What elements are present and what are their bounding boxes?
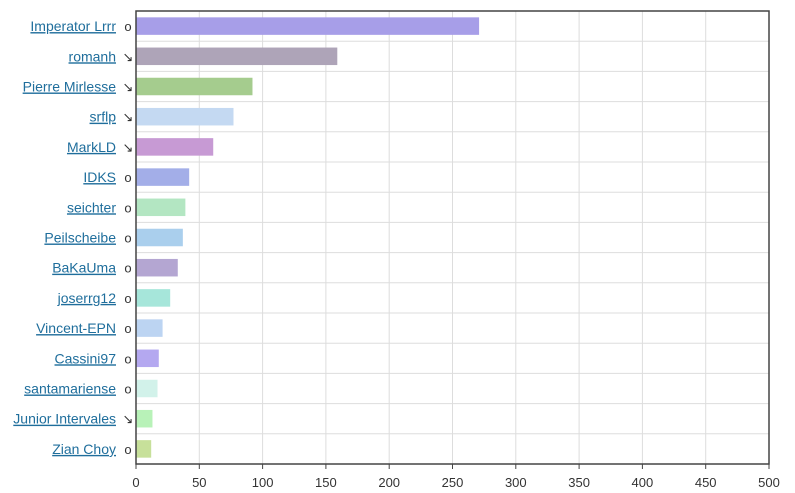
trend-indicator: ↘	[123, 140, 134, 155]
category-label-link[interactable]: Zian Choy	[52, 441, 116, 457]
x-tick-label: 500	[758, 475, 780, 490]
x-tick-label: 0	[132, 475, 139, 490]
bar	[136, 77, 253, 96]
bar	[136, 228, 183, 247]
grid-lines	[135, 11, 770, 464]
bar	[136, 379, 158, 398]
trend-indicator: o	[124, 291, 131, 306]
x-tick-label: 50	[192, 475, 206, 490]
x-tick-label: 150	[315, 475, 337, 490]
trend-indicator: o	[124, 19, 131, 34]
category-label-link[interactable]: santamariense	[24, 381, 116, 397]
category-label-link[interactable]: BaKaUma	[52, 260, 116, 276]
x-tick-label: 450	[695, 475, 717, 490]
trend-indicator: ↘	[123, 110, 134, 125]
category-label-link[interactable]: srflp	[90, 109, 117, 125]
bar	[136, 107, 234, 126]
bar	[136, 409, 153, 428]
trend-indicator: ↘	[123, 49, 134, 64]
bar	[136, 138, 214, 156]
category-label-link[interactable]: Vincent-EPN	[36, 320, 116, 336]
bar	[136, 198, 186, 217]
category-label-link[interactable]: Junior Intervales	[13, 411, 116, 427]
bar	[136, 319, 163, 337]
trend-indicator: o	[124, 261, 131, 276]
x-tick-label: 100	[252, 475, 274, 490]
bar	[136, 349, 159, 368]
category-label-link[interactable]: Imperator Lrrr	[30, 18, 116, 34]
x-tick-label: 350	[568, 475, 590, 490]
trend-indicator: o	[124, 200, 131, 215]
x-tick-label: 200	[378, 475, 400, 490]
category-label-link[interactable]: romanh	[69, 48, 116, 64]
category-label-link[interactable]: Cassini97	[55, 350, 117, 366]
trend-indicator: o	[124, 231, 131, 246]
x-axis-ticks: 0 50 100 150 200 250 300 350 400 450 500	[132, 464, 780, 490]
trend-indicator: o	[124, 321, 131, 336]
x-tick-label: 300	[505, 475, 527, 490]
x-tick-label: 250	[442, 475, 464, 490]
category-label-link[interactable]: seichter	[67, 199, 116, 215]
category-label-link[interactable]: IDKS	[83, 169, 116, 185]
category-label-link[interactable]: joserrg12	[57, 290, 117, 306]
bar	[136, 440, 152, 458]
trend-indicator: o	[124, 351, 131, 366]
trend-indicator: o	[124, 170, 131, 185]
bar	[136, 289, 171, 307]
trend-indicator: ↘	[123, 412, 134, 427]
bars-group	[136, 17, 480, 458]
bar	[136, 17, 480, 35]
bar	[136, 168, 190, 186]
trend-indicator: o	[124, 382, 131, 397]
bar	[136, 258, 178, 277]
category-label-link[interactable]: Pierre Mirlesse	[23, 79, 117, 95]
category-label-link[interactable]: MarkLD	[67, 139, 116, 155]
x-tick-label: 400	[632, 475, 654, 490]
trend-indicator: o	[124, 442, 131, 457]
bar	[136, 47, 338, 66]
trend-indicator: ↘	[123, 80, 134, 95]
category-label-link[interactable]: Peilscheibe	[44, 230, 116, 246]
